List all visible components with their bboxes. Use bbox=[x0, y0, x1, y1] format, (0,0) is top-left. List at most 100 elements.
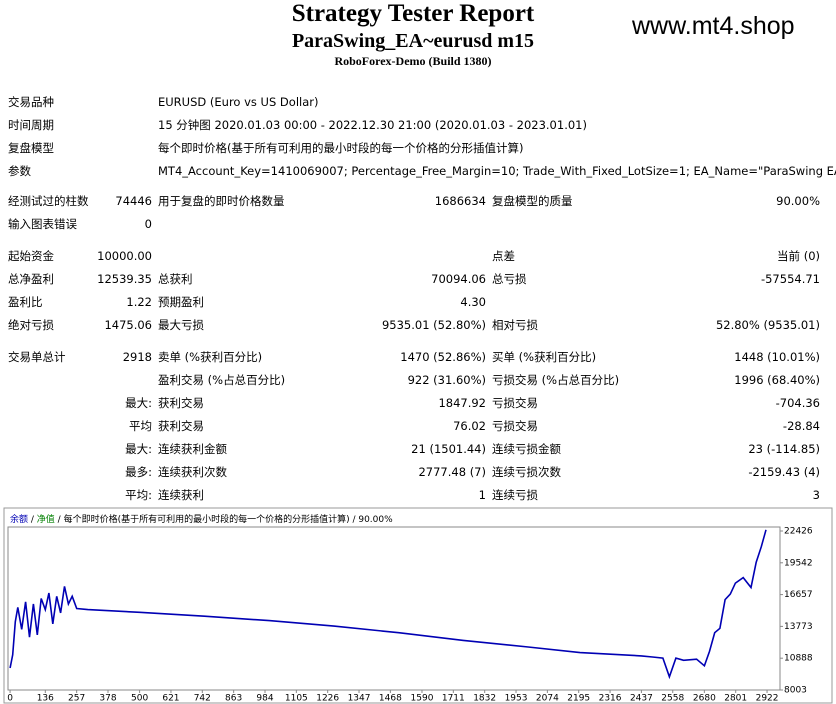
report-title: Strategy Tester Report bbox=[291, 0, 535, 27]
cell-value: 2918 bbox=[122, 350, 152, 364]
cell-value: 52.80% (9535.01) bbox=[715, 318, 820, 332]
x-tick-label: 2922 bbox=[756, 694, 779, 704]
legend: 余额 / 净值 / 每个即时价格(基于所有可利用的最小时段的每一个价格的分形插值… bbox=[10, 513, 393, 525]
cell-value: 1996 (68.40%) bbox=[734, 373, 820, 387]
y-tick-label: 8003 bbox=[784, 686, 807, 696]
x-tick-label: 136 bbox=[37, 694, 54, 704]
cell-value: 10000.00 bbox=[97, 249, 152, 263]
cell-label: 盈利比 bbox=[8, 295, 43, 309]
cell-label: 最大亏损 bbox=[158, 318, 204, 332]
x-tick-label: 621 bbox=[162, 694, 179, 704]
x-tick-label: 2195 bbox=[567, 694, 590, 704]
cell-label: 经测试过的柱数 bbox=[8, 194, 89, 208]
info-value: 15 分钟图 2020.01.03 00:00 - 2022.12.30 21:… bbox=[158, 118, 587, 132]
info-value: 每个即时价格(基于所有可利用的最小时段的每一个价格的分形插值计算) bbox=[158, 141, 524, 155]
cell-value: 12539.35 bbox=[97, 272, 152, 286]
cell-label: 点差 bbox=[492, 249, 515, 263]
cell-label: 预期盈利 bbox=[158, 295, 204, 309]
cell-label: 相对亏损 bbox=[492, 318, 538, 332]
x-tick-label: 1468 bbox=[379, 694, 402, 704]
x-tick-label: 1832 bbox=[473, 694, 496, 704]
chart-frame bbox=[3, 507, 833, 704]
cell-label: 亏损交易 (%占总百分比) bbox=[492, 373, 620, 387]
legend-text: 90.00% bbox=[358, 515, 393, 525]
cell-label: 获利交易 bbox=[158, 396, 204, 410]
info-label: 复盘模型 bbox=[8, 141, 54, 155]
cell-label: 复盘模型的质量 bbox=[492, 194, 573, 208]
cell-value: 90.00% bbox=[776, 194, 820, 208]
cell-value: 9535.01 (52.80%) bbox=[381, 318, 486, 332]
info-value: EURUSD (Euro vs US Dollar) bbox=[158, 95, 319, 109]
build-info: RoboForex-Demo (Build 1380) bbox=[334, 54, 492, 68]
cell-label: 连续亏损次数 bbox=[492, 465, 561, 479]
cell-value: 平均 bbox=[129, 419, 152, 433]
cell-value: 3 bbox=[812, 488, 820, 502]
separator: / bbox=[55, 515, 64, 525]
cell-value: 0 bbox=[144, 217, 152, 231]
cell-value: 74446 bbox=[115, 194, 152, 208]
cell-label: 连续获利 bbox=[158, 488, 204, 502]
cell-value: 2777.48 (7) bbox=[418, 465, 486, 479]
info-label: 时间周期 bbox=[8, 118, 54, 132]
cell-value: 最大: bbox=[125, 442, 152, 456]
x-tick-label: 1953 bbox=[505, 694, 528, 704]
cell-value: -704.36 bbox=[775, 396, 820, 410]
cell-label: 输入图表错误 bbox=[8, 217, 77, 231]
x-tick-label: 2558 bbox=[661, 694, 684, 704]
cell-value: 23 (-114.85) bbox=[748, 442, 820, 456]
cell-value: 1686634 bbox=[434, 194, 486, 208]
cell-value: -57554.71 bbox=[760, 272, 820, 286]
cell-label: 连续获利金额 bbox=[158, 442, 227, 456]
info-label: 参数 bbox=[8, 164, 31, 178]
plot-area bbox=[7, 526, 781, 691]
cell-label: 获利交易 bbox=[158, 419, 204, 433]
x-tick-label: 863 bbox=[225, 694, 242, 704]
x-tick-label: 1226 bbox=[316, 694, 339, 704]
cell-value: 4.30 bbox=[460, 295, 486, 309]
cell-value: 1470 (52.86%) bbox=[400, 350, 486, 364]
cell-value: 70094.06 bbox=[431, 272, 486, 286]
cell-value: 1.22 bbox=[126, 295, 152, 309]
legend-text: 净值 bbox=[37, 513, 55, 525]
report-subtitle: ParaSwing_EA~eurusd m15 bbox=[291, 30, 535, 52]
x-tick-label: 2801 bbox=[724, 694, 747, 704]
watermark: www.mt4.shop bbox=[632, 12, 795, 40]
cell-value: 76.02 bbox=[453, 419, 486, 433]
cell-value: 21 (1501.44) bbox=[411, 442, 486, 456]
info-value: MT4_Account_Key=1410069007; Percentage_F… bbox=[158, 164, 836, 178]
cell-label: 交易单总计 bbox=[8, 350, 66, 364]
x-tick-label: 0 bbox=[7, 694, 13, 704]
cell-label: 买单 (%获利百分比) bbox=[492, 350, 597, 364]
x-tick-label: 742 bbox=[194, 694, 211, 704]
x-tick-label: 257 bbox=[68, 694, 85, 704]
x-tick-label: 500 bbox=[131, 694, 148, 704]
x-tick-label: 2316 bbox=[599, 694, 622, 704]
x-tick-label: 2074 bbox=[536, 694, 559, 704]
cell-value: 1475.06 bbox=[104, 318, 152, 332]
cell-label: 盈利交易 (%占总百分比) bbox=[158, 373, 286, 387]
cell-label: 卖单 (%获利百分比) bbox=[158, 350, 263, 364]
x-tick-label: 1105 bbox=[285, 694, 308, 704]
y-tick-label: 19542 bbox=[784, 558, 813, 568]
cell-label: 连续亏损 bbox=[492, 488, 538, 502]
cell-value: 1847.92 bbox=[438, 396, 486, 410]
cell-label: 总获利 bbox=[158, 272, 193, 286]
cell-label: 连续获利次数 bbox=[158, 465, 227, 479]
x-tick-label: 378 bbox=[99, 694, 116, 704]
cell-label: 绝对亏损 bbox=[8, 318, 54, 332]
cell-label: 总净盈利 bbox=[8, 272, 54, 286]
x-tick-label: 984 bbox=[256, 694, 273, 704]
cell-value: -28.84 bbox=[782, 419, 820, 433]
cell-label: 起始资金 bbox=[8, 249, 54, 263]
cell-value: 最多: bbox=[125, 465, 152, 479]
x-tick-label: 1590 bbox=[411, 694, 434, 704]
cell-label: 总亏损 bbox=[492, 272, 527, 286]
legend-entry: 余额 bbox=[10, 513, 28, 525]
cell-value: 最大: bbox=[125, 396, 152, 410]
legend-text: 每个即时价格(基于所有可利用的最小时段的每一个价格的分形插值计算) bbox=[64, 513, 350, 525]
separator: / bbox=[350, 515, 359, 525]
cell-value: 1448 (10.01%) bbox=[734, 350, 820, 364]
y-tick-label: 13773 bbox=[784, 622, 813, 632]
